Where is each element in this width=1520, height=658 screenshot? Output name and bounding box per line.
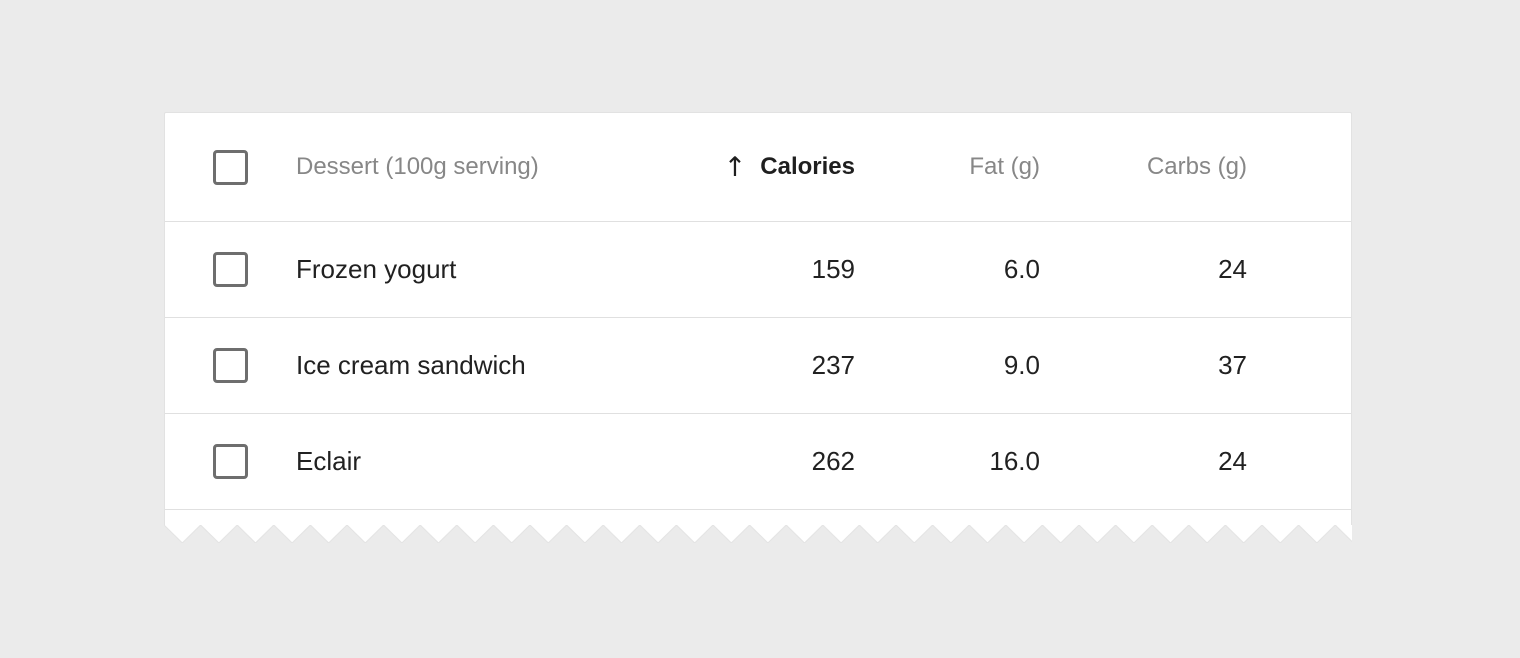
column-header-carbs[interactable]: Carbs (g) <box>1146 153 1247 180</box>
cropped-row-strip <box>165 510 1351 525</box>
table-row: Frozen yogurt 159 6.0 24 <box>165 222 1351 318</box>
select-row-checkbox[interactable] <box>213 252 248 287</box>
cell-fat: 6.0 <box>1003 254 1040 284</box>
header-checkbox-cell <box>165 149 296 185</box>
select-all-checkbox[interactable] <box>213 149 248 185</box>
select-row-checkbox[interactable] <box>213 348 248 383</box>
column-header-calories-label: Calories <box>760 153 855 180</box>
row-checkbox-cell <box>165 252 296 287</box>
cell-carbs: 24 <box>1218 446 1247 476</box>
cell-calories: 159 <box>811 254 855 284</box>
table-header-row: Dessert (100g serving) ↑ Calories Fat (g… <box>165 113 1351 222</box>
column-header-calories[interactable]: ↑ Calories <box>695 153 855 181</box>
cell-dessert-name: Frozen yogurt <box>296 254 457 284</box>
cell-fat: 9.0 <box>1003 350 1040 380</box>
cell-dessert-name: Ice cream sandwich <box>296 350 526 380</box>
cell-fat: 16.0 <box>989 446 1040 476</box>
cell-calories: 262 <box>811 446 855 476</box>
select-row-checkbox[interactable] <box>213 444 248 479</box>
column-header-fat[interactable]: Fat (g) <box>969 153 1040 180</box>
cell-dessert-name: Eclair <box>296 446 362 476</box>
row-checkbox-cell <box>165 444 296 479</box>
cell-calories: 237 <box>811 350 855 380</box>
cell-carbs: 37 <box>1218 350 1247 380</box>
column-header-dessert[interactable]: Dessert (100g serving) <box>296 153 539 180</box>
torn-edge-zigzag <box>164 525 1352 543</box>
data-table-card: Dessert (100g serving) ↑ Calories Fat (g… <box>164 112 1352 525</box>
row-checkbox-cell <box>165 348 296 383</box>
data-table: Dessert (100g serving) ↑ Calories Fat (g… <box>164 112 1352 543</box>
table-row: Ice cream sandwich 237 9.0 37 <box>165 318 1351 414</box>
sort-arrow-up-icon: ↑ <box>723 151 747 183</box>
table-row: Eclair 262 16.0 24 <box>165 414 1351 510</box>
cell-carbs: 24 <box>1218 254 1247 284</box>
